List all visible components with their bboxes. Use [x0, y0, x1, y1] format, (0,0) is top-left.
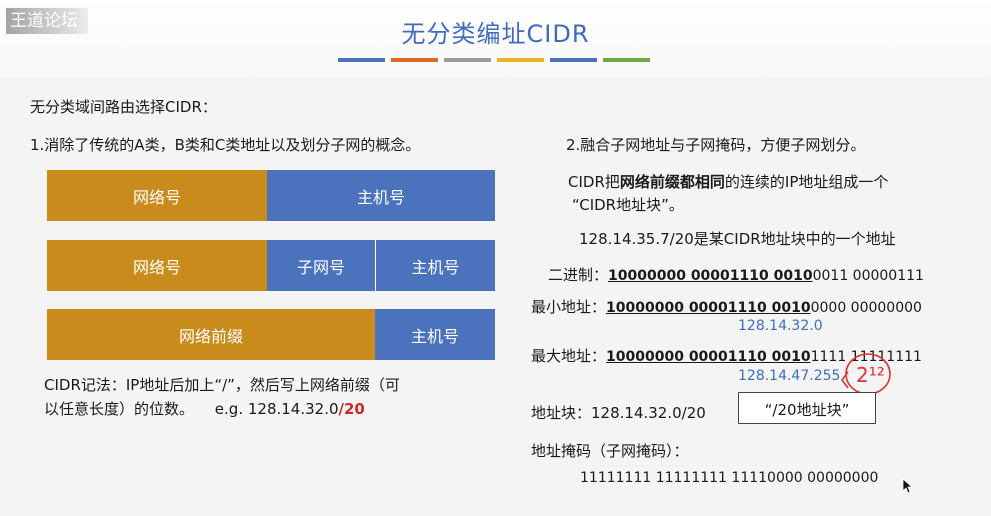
mouse-cursor-icon	[902, 478, 914, 494]
cidr-desc-post: 的连续的IP地址组成一个	[724, 173, 889, 191]
notation-line-2: 以任意长度）的位数。 e.g. 128.14.32.0/20	[44, 398, 365, 419]
cidr-desc-line-1: CIDR把网络前缀都相同的连续的IP地址组成一个	[568, 171, 888, 192]
diagram-subnet: 网络号 子网号 主机号	[47, 240, 495, 291]
title-color-bar	[338, 58, 385, 62]
cidr-desc-pre: CIDR把	[568, 173, 620, 191]
max-address-dotted: 128.14.47.255	[738, 368, 841, 384]
address-block-box-text: “/20地址块”	[764, 401, 850, 419]
address-block-label: 地址块：128.14.32.0/20	[531, 404, 706, 422]
network-number-cell: 网络号	[47, 240, 267, 291]
slide-title: 无分类编址CIDR	[401, 20, 590, 48]
max-address-prefix: 10000000 00001110 0010	[606, 349, 811, 365]
max-address-rest: 1111 11111111	[810, 349, 922, 365]
point-1: 1.消除了传统的A类，B类和C类地址以及划分子网的概念。	[30, 136, 421, 154]
max-address-label: 最大地址：	[531, 347, 607, 365]
min-address-row: 最小地址：10000000 00001110 00100000 00000000	[531, 296, 922, 317]
notation-line-1: CIDR记法：IP地址后加上“/”，然后写上网络前缀（可	[44, 376, 400, 394]
forum-watermark: 王道论坛	[6, 8, 88, 34]
notation-example: e.g. 128.14.32.0	[214, 400, 339, 418]
host-number-cell: 主机号	[267, 170, 495, 221]
diagram-cidr: 网络前缀 主机号	[47, 309, 495, 360]
cidr-example: 128.14.35.7/20是某CIDR地址块中的一个地址	[579, 230, 896, 248]
binary-prefix: 10000000 00001110 0010	[608, 268, 813, 284]
binary-label: 二进制：	[548, 266, 609, 284]
title-band	[0, 0, 991, 78]
network-number-cell: 网络号	[47, 170, 267, 221]
min-address-prefix: 10000000 00001110 0010	[606, 300, 811, 316]
min-address-dotted: 128.14.32.0	[738, 318, 823, 334]
address-block-box: “/20地址块”	[738, 392, 876, 424]
title-color-bar	[603, 58, 650, 62]
mask-value: 11111111 11111111 11110000 00000000	[580, 470, 879, 486]
diagram-classful: 网络号 主机号	[47, 170, 495, 221]
cidr-desc-line-2: “CIDR地址块”。	[572, 196, 684, 214]
title-color-bar	[444, 58, 491, 62]
network-prefix-cell: 网络前缀	[47, 309, 375, 360]
binary-row: 二进制：10000000 00001110 00100011 00000111	[548, 264, 924, 285]
title-color-bars	[338, 58, 650, 62]
mask-label: 地址掩码（子网掩码）：	[531, 442, 689, 460]
annotation-text: 2¹²	[856, 363, 885, 387]
host-number-cell: 主机号	[375, 240, 495, 291]
binary-rest: 0011 00000111	[812, 268, 924, 284]
title-color-bar	[391, 58, 438, 62]
max-address-row: 最大地址：10000000 00001110 00101111 11111111	[531, 345, 922, 366]
title-color-bar	[550, 58, 597, 62]
min-address-rest: 0000 00000000	[810, 300, 922, 316]
cidr-desc-bold: 网络前缀都相同	[619, 173, 725, 191]
min-address-label: 最小地址：	[531, 298, 607, 316]
title-color-bar	[497, 58, 544, 62]
host-number-cell: 主机号	[375, 309, 495, 360]
point-2: 2.融合子网地址与子网掩码，方便子网划分。	[566, 136, 866, 154]
intro-text: 无分类域间路由选择CIDR：	[30, 98, 217, 116]
subnet-number-cell: 子网号	[267, 240, 375, 291]
notation-line-2-text: 以任意长度）的位数。	[44, 400, 195, 418]
notation-example-suffix: /20	[338, 400, 365, 418]
